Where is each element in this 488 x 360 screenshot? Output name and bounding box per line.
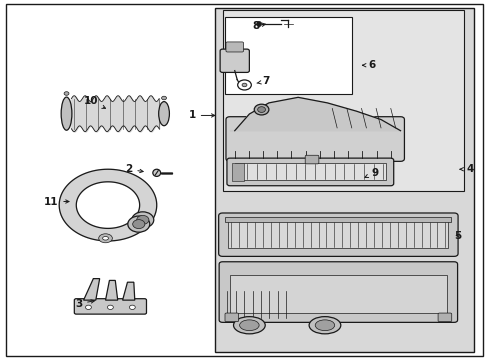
Polygon shape xyxy=(229,97,400,131)
Text: 3: 3 xyxy=(75,299,94,309)
Ellipse shape xyxy=(132,220,144,229)
FancyBboxPatch shape xyxy=(220,49,249,72)
Bar xyxy=(225,217,450,222)
Ellipse shape xyxy=(254,104,268,115)
Ellipse shape xyxy=(233,317,264,334)
Polygon shape xyxy=(59,169,156,241)
FancyBboxPatch shape xyxy=(305,155,318,164)
FancyBboxPatch shape xyxy=(219,262,457,322)
Ellipse shape xyxy=(153,169,160,176)
Ellipse shape xyxy=(161,96,166,100)
Text: 6: 6 xyxy=(362,60,375,70)
Text: 1: 1 xyxy=(188,111,214,121)
Polygon shape xyxy=(83,279,100,300)
Ellipse shape xyxy=(61,97,72,130)
Ellipse shape xyxy=(308,317,340,334)
Ellipse shape xyxy=(129,305,135,310)
Bar xyxy=(231,163,244,181)
FancyBboxPatch shape xyxy=(224,313,238,321)
Ellipse shape xyxy=(137,215,149,224)
Ellipse shape xyxy=(237,80,251,90)
Text: 9: 9 xyxy=(364,168,378,178)
Text: 2: 2 xyxy=(125,164,143,174)
Ellipse shape xyxy=(102,237,108,240)
Text: 4: 4 xyxy=(459,164,473,174)
Ellipse shape xyxy=(64,92,69,95)
Ellipse shape xyxy=(257,107,265,112)
Text: 11: 11 xyxy=(43,197,69,207)
Bar xyxy=(222,10,463,191)
FancyBboxPatch shape xyxy=(437,313,451,321)
Ellipse shape xyxy=(127,216,149,232)
Text: 7: 7 xyxy=(256,76,269,86)
Bar xyxy=(229,275,446,313)
Ellipse shape xyxy=(99,234,112,243)
FancyBboxPatch shape xyxy=(225,117,404,161)
Polygon shape xyxy=(105,280,118,300)
Ellipse shape xyxy=(315,320,334,330)
Text: 10: 10 xyxy=(83,96,105,108)
Ellipse shape xyxy=(256,22,261,27)
Text: 5: 5 xyxy=(453,231,461,240)
FancyBboxPatch shape xyxy=(225,42,243,52)
Ellipse shape xyxy=(158,102,169,126)
Ellipse shape xyxy=(85,305,91,310)
Bar xyxy=(215,8,473,352)
Bar xyxy=(224,17,351,94)
FancyBboxPatch shape xyxy=(226,158,393,186)
Ellipse shape xyxy=(242,83,246,87)
FancyBboxPatch shape xyxy=(74,299,146,314)
Bar xyxy=(234,163,385,180)
FancyBboxPatch shape xyxy=(218,213,457,256)
Bar xyxy=(228,221,447,248)
Ellipse shape xyxy=(239,320,259,330)
Polygon shape xyxy=(122,282,135,300)
Ellipse shape xyxy=(132,212,153,228)
Ellipse shape xyxy=(107,305,113,310)
Text: 8: 8 xyxy=(251,21,265,31)
